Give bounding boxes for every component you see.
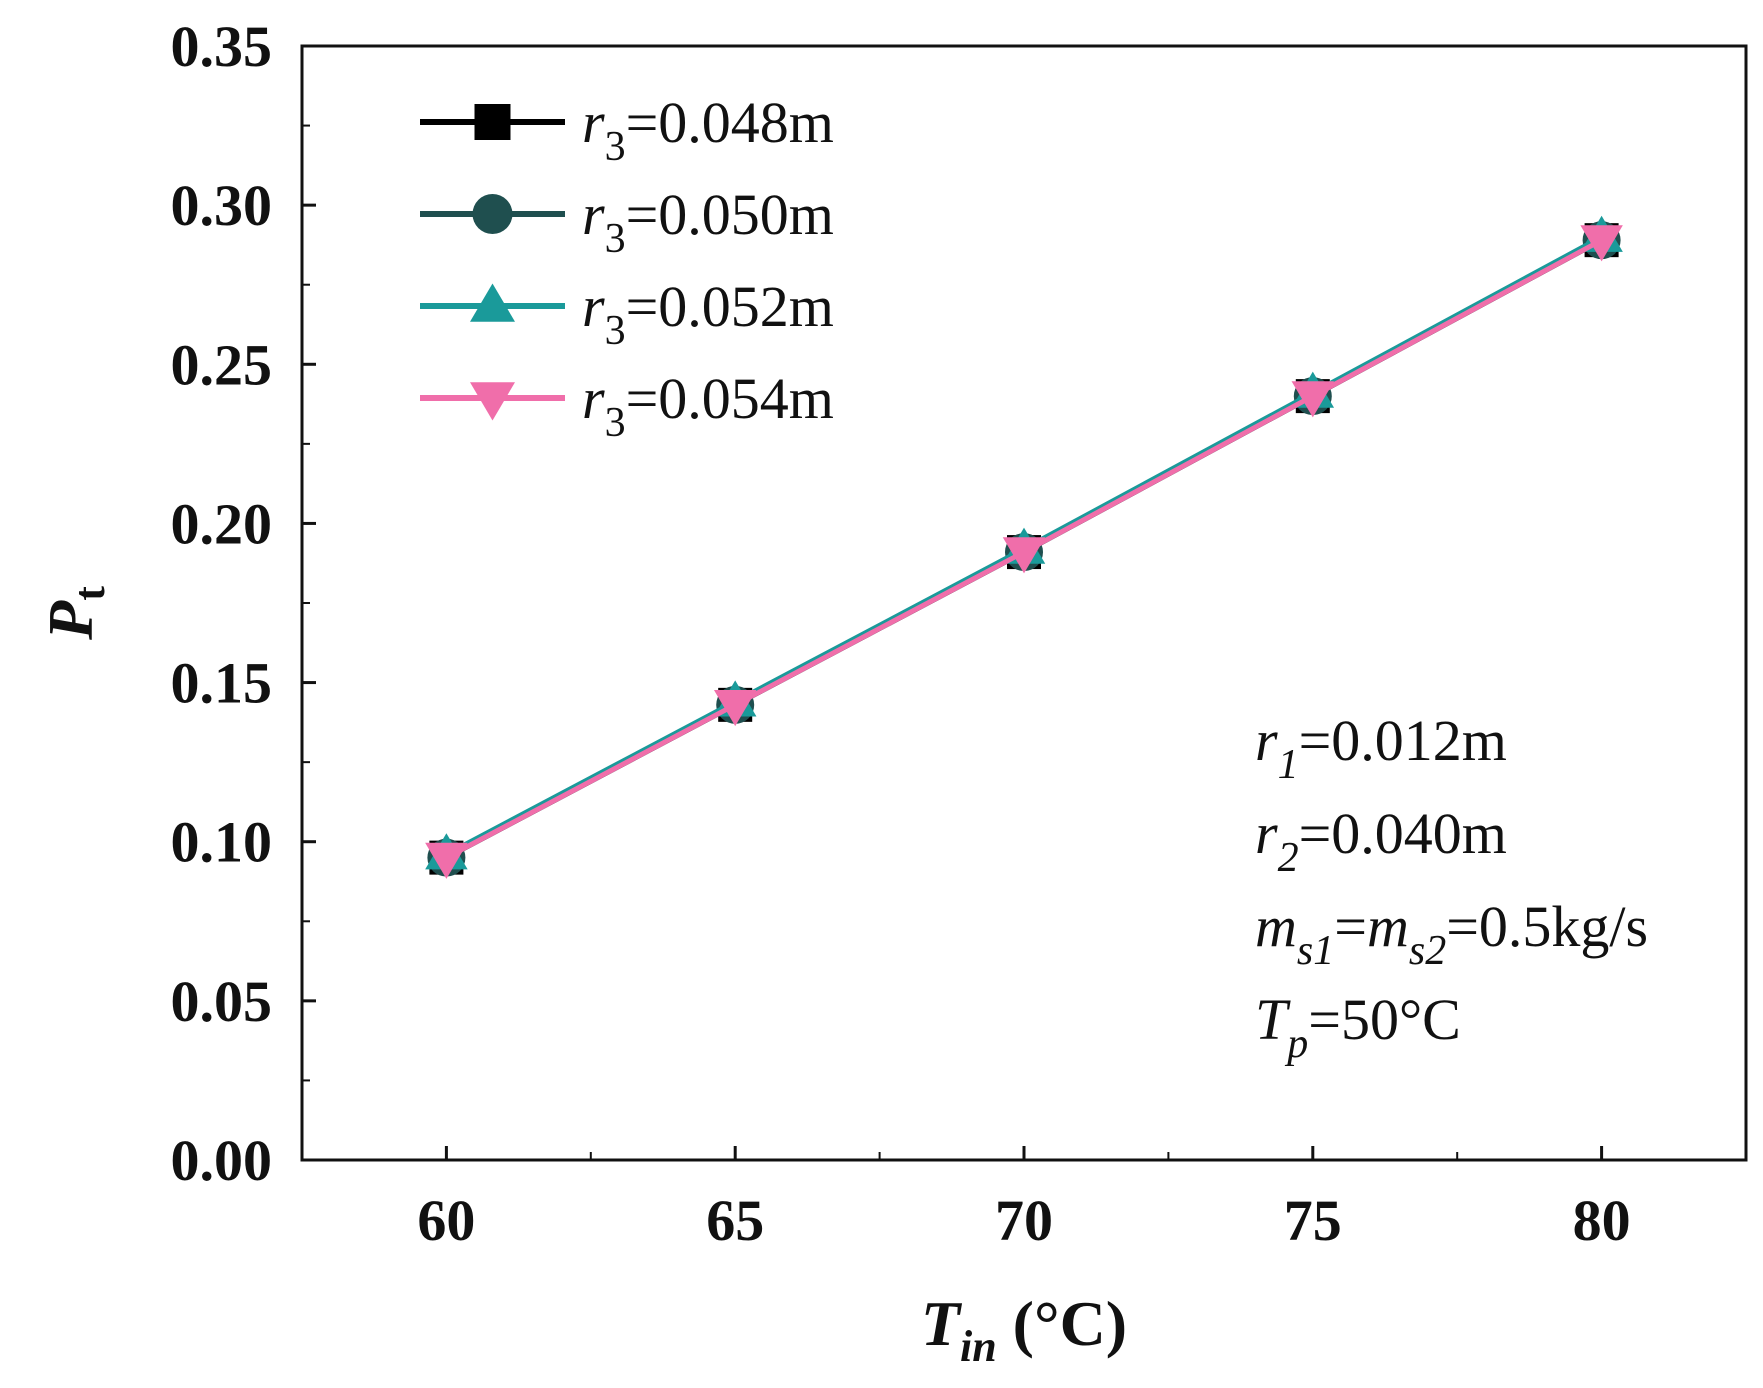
y-tick-label: 0.25 bbox=[171, 332, 273, 397]
annotation-line: r1=0.012m bbox=[1255, 708, 1507, 788]
parameter-annotation: r1=0.012m r2=0.040m ms1=ms2=0.5kg/s Tp=50°C bbox=[1255, 708, 1648, 1067]
x-axis-title-subscript: in bbox=[960, 1322, 997, 1371]
axis-titles: Tin (°C) Pt bbox=[35, 586, 1127, 1371]
series-4 bbox=[425, 225, 1623, 879]
y-tick-label: 0.05 bbox=[171, 969, 273, 1034]
y-axis-title: Pt bbox=[35, 586, 114, 641]
legend-marker bbox=[472, 194, 513, 234]
y-axis: 0.00 0.05 0.10 0.15 0.20 0.25 0.30 0.35 bbox=[171, 14, 316, 1193]
y-tick-label: 0.10 bbox=[171, 810, 273, 875]
legend-marker bbox=[474, 104, 511, 140]
legend-label: r3=0.048m bbox=[582, 90, 834, 170]
legend-item: r3=0.052m bbox=[420, 274, 834, 354]
y-axis-title-subscript: t bbox=[65, 586, 114, 601]
data-point bbox=[1002, 537, 1046, 574]
y-tick-label: 0.30 bbox=[171, 173, 273, 238]
x-axis: 60 65 70 75 80 bbox=[417, 1146, 1631, 1253]
x-tick-label: 80 bbox=[1573, 1188, 1631, 1253]
y-tick-label: 0.35 bbox=[171, 14, 273, 79]
y-axis-title-symbol: P bbox=[35, 600, 106, 641]
x-axis-title: Tin (°C) bbox=[921, 1288, 1127, 1371]
series-layer bbox=[425, 215, 1623, 879]
y-tick-label: 0.20 bbox=[171, 491, 273, 556]
legend-label: r3=0.052m bbox=[582, 274, 834, 354]
legend-marker bbox=[470, 382, 515, 421]
annotation-line: Tp=50°C bbox=[1255, 987, 1461, 1067]
x-tick-label: 60 bbox=[417, 1188, 475, 1253]
legend-item: r3=0.050m bbox=[420, 182, 834, 262]
data-point bbox=[1291, 381, 1335, 418]
annotation-line: r2=0.040m bbox=[1255, 801, 1507, 881]
annotation-line: ms1=ms2=0.5kg/s bbox=[1255, 894, 1648, 974]
data-point bbox=[713, 689, 757, 727]
x-tick-label: 65 bbox=[706, 1188, 764, 1253]
legend-label: r3=0.054m bbox=[582, 366, 834, 446]
data-point bbox=[425, 842, 468, 879]
x-axis-title-unit: (°C) bbox=[997, 1288, 1127, 1359]
legend-marker bbox=[470, 283, 515, 322]
legend-item: r3=0.048m bbox=[420, 90, 834, 170]
x-tick-label: 70 bbox=[995, 1188, 1053, 1253]
y-tick-label: 0.15 bbox=[171, 651, 273, 716]
y-tick-label: 0.00 bbox=[171, 1128, 273, 1193]
x-tick-label: 75 bbox=[1284, 1188, 1342, 1253]
legend-label: r3=0.050m bbox=[582, 182, 834, 262]
x-axis-title-symbol: T bbox=[921, 1288, 963, 1359]
legend: r3=0.048m r3=0.050m r3=0.052m r3=0.054m bbox=[420, 90, 834, 446]
legend-item: r3=0.054m bbox=[420, 366, 834, 446]
data-point bbox=[1580, 225, 1623, 262]
